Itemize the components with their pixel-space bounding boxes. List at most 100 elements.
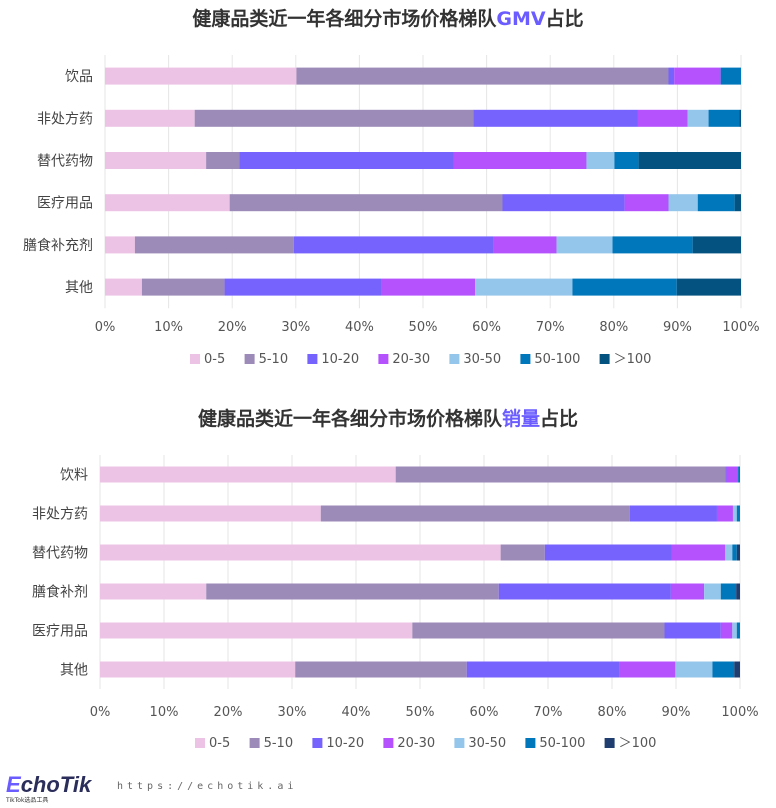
bar-segment-20-30 (493, 236, 557, 254)
bar-segment-0-5 (105, 67, 297, 85)
bar-segment-0-5 (100, 661, 296, 678)
chart1-title-suffix: 占比 (545, 8, 584, 30)
bar-segment-10-20 (544, 544, 672, 561)
legend-label: 50-100 (534, 352, 580, 367)
bar-segment-10-20 (224, 278, 382, 296)
x-tick-label: 10% (154, 320, 183, 335)
bar-segment-10-20 (502, 194, 625, 212)
bar-segment-20-30 (716, 505, 733, 522)
x-tick-label: 90% (662, 705, 691, 720)
bar-segment-30-50 (556, 236, 613, 254)
bar-segment-＞100 (739, 109, 741, 127)
bar-segment-10-20 (498, 583, 671, 600)
bar-segment-10-20 (725, 466, 727, 483)
category-label: 其他 (65, 280, 93, 296)
bar-segment-0-5 (105, 152, 207, 169)
bar-segment-5-10 (412, 622, 665, 639)
x-tick-label: 100% (721, 705, 758, 720)
legend-label: 20-30 (392, 352, 430, 367)
bar-segment-0-5 (100, 505, 321, 522)
chart1-title-prefix: 健康品类近一年各细分市场价格梯队 (192, 8, 497, 30)
chart2-title-suffix: 占比 (540, 408, 579, 430)
chart2-title-prefix: 健康品类近一年各细分市场价格梯队 (197, 408, 502, 430)
bar-segment-20-30 (624, 194, 669, 212)
bar-segment-0-5 (100, 466, 396, 483)
legend-swatch (525, 738, 536, 748)
bar-segment-50-100 (736, 622, 740, 639)
legend-label: 5-10 (259, 352, 289, 367)
x-tick-label: 40% (345, 320, 374, 335)
category-label: 医疗用品 (32, 624, 88, 640)
bar-segment-30-50 (732, 505, 737, 522)
bar-segment-20-30 (619, 661, 676, 678)
bar-segment-20-30 (670, 583, 705, 600)
bar-segment-0-5 (100, 583, 207, 600)
chart1-title-highlight: GMV (496, 8, 546, 30)
x-tick-label: 70% (536, 320, 565, 335)
x-tick-label: 60% (472, 320, 501, 335)
bar-segment-50-100 (738, 466, 740, 483)
category-label: 非处方药 (32, 507, 88, 523)
legend-swatch (249, 738, 260, 748)
bar-segment-30-50 (725, 544, 733, 561)
bar-segment-50-100 (712, 661, 735, 678)
bar-segment-50-100 (612, 236, 693, 254)
x-tick-label: 80% (599, 320, 628, 335)
x-tick-label: 20% (214, 705, 243, 720)
x-tick-label: 70% (534, 705, 563, 720)
bar-segment-50-100 (697, 194, 735, 212)
bar-segment-5-10 (395, 466, 726, 483)
bar-segment-50-100 (732, 544, 737, 561)
bar-segment-0-5 (105, 236, 135, 254)
x-tick-label: 100% (722, 320, 759, 335)
bar-segment-20-30 (671, 544, 726, 561)
x-tick-label: 60% (470, 705, 499, 720)
x-tick-label: 40% (342, 705, 371, 720)
bar-segment-0-5 (105, 278, 142, 296)
x-tick-label: 50% (406, 705, 435, 720)
bar-segment-5-10 (134, 236, 294, 254)
bar-segment-5-10 (194, 109, 474, 127)
legend-swatch (383, 738, 394, 748)
bar-segment-5-10 (500, 544, 545, 561)
bar-segment-20-30 (637, 109, 688, 127)
legend-label: 5-10 (264, 736, 294, 751)
bar-segment-10-20 (629, 505, 717, 522)
x-tick-label: 0% (90, 705, 111, 720)
bar-segment-＞100 (736, 583, 740, 600)
x-tick-label: 90% (663, 320, 692, 335)
bar-segment-30-50 (687, 109, 709, 127)
bar-segment-0-5 (100, 622, 413, 639)
category-label: 非处方药 (37, 111, 93, 127)
legend-label: 50-100 (539, 736, 585, 751)
legend-label: 30-50 (463, 352, 501, 367)
category-label: 医疗用品 (37, 196, 93, 212)
x-tick-label: 30% (278, 705, 307, 720)
category-label: 替代药物 (32, 546, 88, 562)
legend-swatch (312, 738, 323, 748)
bar-segment-5-10 (320, 505, 630, 522)
bar-segment-30-50 (668, 194, 698, 212)
bar-segment-＞100 (676, 278, 741, 296)
bar-segment-20-30 (674, 67, 721, 85)
legend-swatch (190, 354, 200, 364)
bar-segment-30-50 (586, 152, 615, 169)
x-tick-label: 80% (598, 705, 627, 720)
category-label: 其他 (60, 663, 88, 679)
legend-label: 20-30 (397, 736, 435, 751)
chart2-title: 健康品类近一年各细分市场价格梯队销量占比 (0, 404, 776, 431)
bar-segment-20-30 (726, 466, 739, 483)
bar-segment-＞100 (734, 661, 740, 678)
x-tick-label: 50% (409, 320, 438, 335)
category-label: 饮料 (60, 468, 88, 484)
legend-label: 0-5 (209, 736, 230, 751)
bar-segment-5-10 (141, 278, 225, 296)
bar-segment-10-20 (466, 661, 620, 678)
bar-segment-0-5 (100, 544, 501, 561)
bar-segment-＞100 (638, 152, 741, 169)
legend-label: ＞100 (619, 736, 657, 751)
bar-segment-20-30 (453, 152, 587, 169)
bar-segment-＞100 (736, 544, 740, 561)
legend-swatch (604, 738, 615, 748)
